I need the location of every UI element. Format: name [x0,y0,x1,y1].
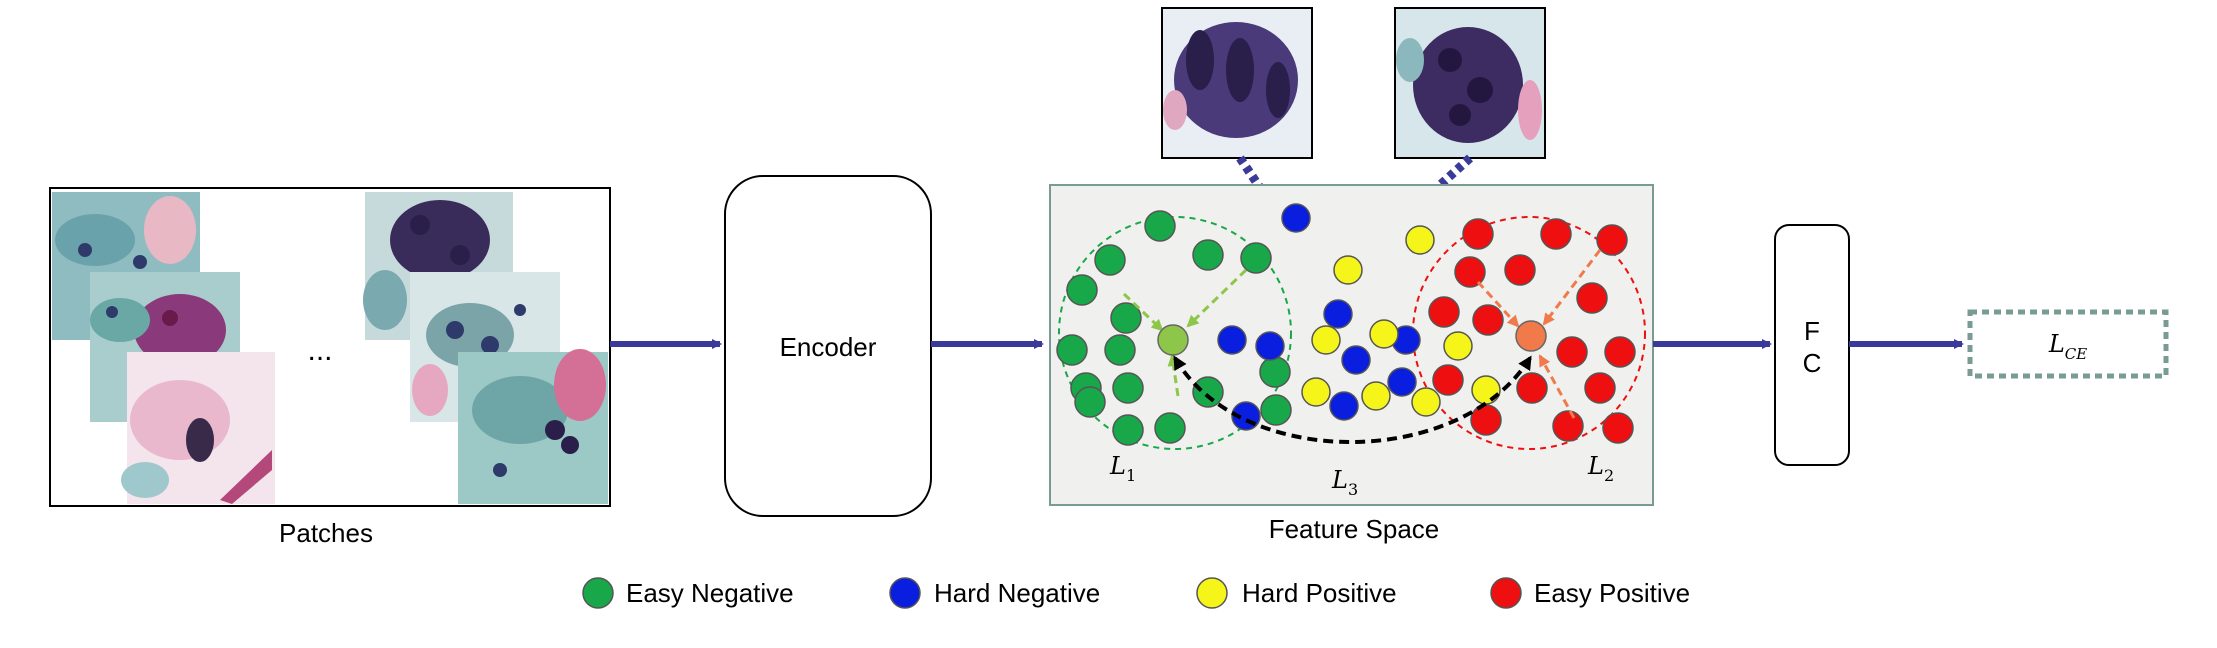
easy-positive-point [1556,336,1588,368]
easy-positive-point [1504,254,1536,286]
patches-label: Patches [279,518,373,548]
ce-loss-label: LCE [2048,330,2087,363]
patches-panel: ... [49,187,611,507]
easy-negative-point [1094,244,1126,276]
legend-swatch-easy-negative [582,577,614,609]
easy-negative-point [1259,356,1291,388]
loss-l3-label: L3 [1331,466,1358,499]
hard-positive-point [1361,381,1391,411]
loss-l1-label: L1 [1109,452,1136,485]
negative-centroid [1157,324,1189,356]
hard-positive-point [1301,377,1331,407]
patch-tile-3 [121,352,275,504]
legend-label: Easy Negative [626,578,794,608]
patch-tile-6 [458,349,608,504]
legend-label: Hard Positive [1242,578,1397,608]
easy-negative-point [1104,334,1136,366]
hard-positive-point [1369,319,1399,349]
hard-positive-point [1411,387,1441,417]
patch-tile-2 [90,272,240,422]
easy-negative-point [1192,239,1224,271]
encoder-block: Encoder [724,175,932,517]
easy-positive-point [1432,364,1464,396]
hard-negative-point [1387,367,1417,397]
easy-negative-point [1056,334,1088,366]
encoder-label: Encoder [780,332,877,362]
hard-positive-point [1311,325,1341,355]
loss-l2-label: L2 [1587,452,1614,485]
easy-negative-points [1056,210,1292,446]
fc-block: F C [1774,224,1850,466]
easy-positive-point [1602,412,1634,444]
legend-swatch-easy-positive [1490,577,1522,609]
easy-positive-point [1552,410,1584,442]
legend-swatch-hard-positive [1196,577,1228,609]
easy-positive-point [1516,372,1548,404]
easy-positive-point [1472,304,1504,336]
easy-positive-point [1604,336,1636,368]
easy-negative-point [1074,386,1106,418]
easy-positive-point [1470,404,1502,436]
feature-space-panel: L1 L2 L3 [1049,184,1654,506]
easy-positive-point [1428,296,1460,328]
legend-label: Hard Negative [934,578,1100,608]
easy-positive-point [1462,218,1494,250]
easy-negative-point [1154,412,1186,444]
easy-negative-point [1240,242,1272,274]
easy-negative-point [1066,274,1098,306]
legend: Easy Negative Hard Negative Hard Positiv… [582,577,1690,609]
easy-negative-point [1144,210,1176,242]
negative-cluster-boundary [1058,216,1292,450]
easy-positive-point [1596,224,1628,256]
easy-negative-point [1112,372,1144,404]
hard-negative-point [1323,299,1353,329]
positive-centroid [1515,320,1547,352]
hard-positive-point [1333,255,1363,285]
legend-item-hard-positive: Hard Positive [1196,577,1397,609]
negative-pull-arrows [1122,268,1248,397]
easy-positive-point [1576,282,1608,314]
hard-negative-point [1341,345,1371,375]
easy-positive-point [1584,372,1616,404]
legend-item-hard-negative: Hard Negative [889,577,1100,609]
easy-negative-point [1192,376,1224,408]
hard-sample-thumbnail-2 [1394,7,1546,159]
feature-space-label: Feature Space [1269,514,1440,544]
patches-ellipsis: ... [307,334,332,367]
hard-positive-point [1405,225,1435,255]
easy-positive-point [1540,218,1572,250]
hard-negative-point [1217,325,1247,355]
hard-negative-point [1281,203,1311,233]
ce-loss-box: LCE [1967,309,2169,379]
easy-positive-point [1454,256,1486,288]
easy-negative-point [1112,414,1144,446]
easy-negative-point [1110,302,1142,334]
hard-negative-point [1329,391,1359,421]
hard-sample-thumbnail-1 [1161,7,1313,159]
hard-positive-point [1443,331,1473,361]
legend-label: Easy Positive [1534,578,1690,608]
fc-label-line1: F [1804,316,1820,346]
hard-positive-point [1471,375,1501,405]
legend-swatch-hard-negative [889,577,921,609]
easy-negative-point [1260,394,1292,426]
legend-item-easy-negative: Easy Negative [582,577,794,609]
easy-positive-points [1428,218,1636,444]
fc-label-line2: C [1803,348,1822,378]
positive-pull-arrows [1476,249,1602,419]
legend-item-easy-positive: Easy Positive [1490,577,1690,609]
inter-class-separation-arrow [1173,355,1532,444]
hard-negative-point [1255,331,1285,361]
